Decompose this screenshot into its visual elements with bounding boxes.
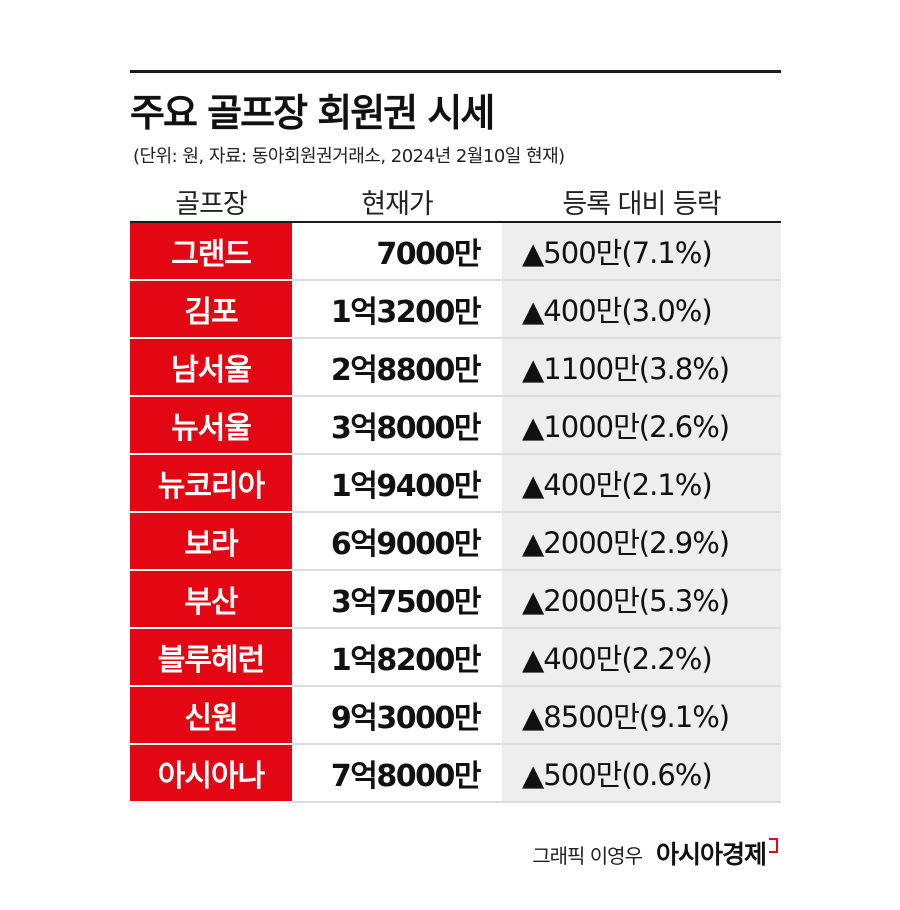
cell-price-change: ▲400만(2.1%)	[502, 455, 781, 511]
cell-current-price: 3억7500만	[330, 585, 482, 620]
cell-price-change: ▲2000만(2.9%)	[502, 513, 781, 569]
row-divider	[292, 279, 781, 281]
table-row: 뉴코리아 1억9400만 ▲400만(2.1%)	[130, 455, 781, 513]
cell-price-change: ▲500만(7.1%)	[502, 223, 781, 279]
column-header-name: 골프장	[175, 189, 248, 220]
column-header-price: 현재가	[361, 189, 434, 220]
table-row: 부산 3억7500만 ▲2000만(5.3%)	[130, 571, 781, 629]
table-row: 김포 1억3200만 ▲400만(3.0%)	[130, 281, 781, 339]
chart-title: 주요 골프장 회원권 시세	[130, 91, 495, 135]
cell-current-price: 2억8800만	[330, 353, 482, 388]
row-divider	[292, 453, 781, 455]
cell-price-change: ▲1100만(3.8%)	[502, 339, 781, 395]
table-row: 블루헤런 1억8200만 ▲400만(2.2%)	[130, 629, 781, 687]
brand-mark-icon	[769, 838, 778, 853]
header-rule	[130, 221, 781, 223]
cell-current-price: 1억3200만	[330, 295, 482, 330]
cell-course-name: 김포	[130, 281, 292, 337]
footer: 그래픽 이영우 아시아경제	[532, 835, 778, 871]
cell-current-price: 1억8200만	[330, 643, 482, 678]
cell-course-name: 신원	[130, 687, 292, 743]
table-body: 그랜드 7000만 ▲500만(7.1%) 김포 1억3200만 ▲400만(3.0%) 남…	[130, 223, 781, 803]
table-row: 뉴서울 3억8000만 ▲1000만(2.6%)	[130, 397, 781, 455]
brand-logo: 아시아경제	[655, 840, 767, 869]
cell-course-name: 보라	[130, 513, 292, 569]
table-header: 골프장 현재가 등록 대비 등락	[130, 178, 781, 220]
cell-current-price: 6억9000만	[330, 527, 482, 562]
row-divider	[292, 395, 781, 397]
cell-course-name: 뉴서울	[130, 397, 292, 453]
cell-course-name: 그랜드	[130, 223, 292, 279]
column-header-change: 등록 대비 등락	[562, 189, 721, 220]
cell-current-price: 3억8000만	[330, 411, 482, 446]
row-divider	[292, 627, 781, 629]
cell-course-name: 부산	[130, 571, 292, 627]
cell-price-change: ▲400만(3.0%)	[502, 281, 781, 337]
row-divider	[292, 337, 781, 339]
top-rule	[130, 70, 781, 73]
cell-course-name: 남서울	[130, 339, 292, 395]
cell-price-change: ▲400만(2.2%)	[502, 629, 781, 685]
row-divider	[292, 743, 781, 745]
cell-course-name: 뉴코리아	[130, 455, 292, 511]
table-row: 신원 9억3000만 ▲8500만(9.1%)	[130, 687, 781, 745]
table-row: 그랜드 7000만 ▲500만(7.1%)	[130, 223, 781, 281]
cell-price-change: ▲8500만(9.1%)	[502, 687, 781, 743]
chart-subtitle: (단위: 원, 자료: 동아회원권거래소, 2024년 2월10일 현재)	[133, 146, 565, 167]
graphic-credit: 그래픽 이영우	[532, 844, 643, 868]
row-divider	[292, 511, 781, 513]
row-divider	[292, 569, 781, 571]
table-row: 아시아나 7억8000만 ▲500만(0.6%)	[130, 745, 781, 803]
cell-current-price: 7억8000만	[330, 759, 482, 794]
cell-price-change: ▲1000만(2.6%)	[502, 397, 781, 453]
cell-course-name: 블루헤런	[130, 629, 292, 685]
cell-current-price: 1억9400만	[330, 469, 482, 504]
cell-course-name: 아시아나	[130, 745, 292, 801]
cell-current-price: 9억3000만	[330, 701, 482, 736]
cell-current-price: 7000만	[376, 237, 481, 272]
row-divider	[292, 685, 781, 687]
table-row: 보라 6억9000만 ▲2000만(2.9%)	[130, 513, 781, 571]
table-row: 남서울 2억8800만 ▲1100만(3.8%)	[130, 339, 781, 397]
cell-price-change: ▲500만(0.6%)	[502, 745, 781, 801]
cell-price-change: ▲2000만(5.3%)	[502, 571, 781, 627]
row-divider	[292, 801, 781, 803]
